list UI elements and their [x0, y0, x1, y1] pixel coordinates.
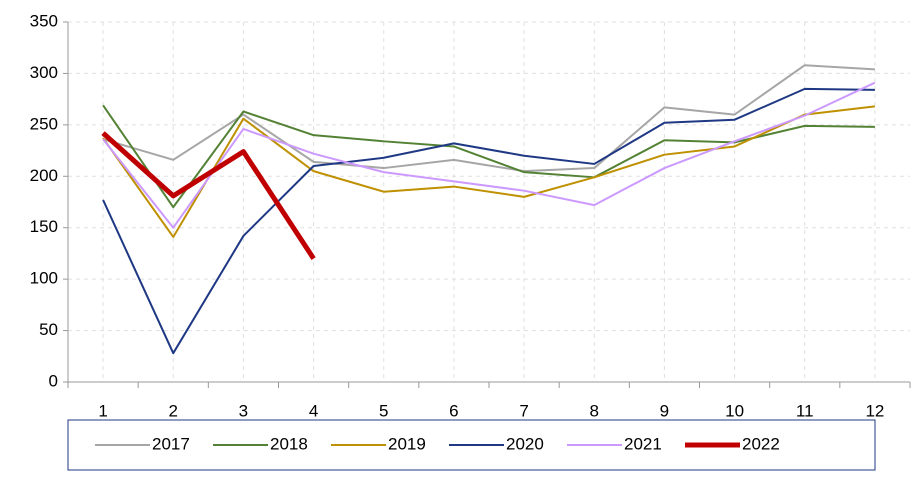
- x-tick-label: 9: [660, 401, 669, 420]
- y-tick-label: 150: [30, 217, 58, 236]
- x-tick-label: 2: [169, 401, 178, 420]
- legend-label: 2019: [388, 434, 426, 453]
- line-series: [102, 64, 875, 173]
- line-series: [102, 87, 875, 355]
- line-series: [101, 131, 316, 260]
- legend-label: 2022: [742, 434, 780, 453]
- y-tick-label: 100: [30, 269, 58, 288]
- y-tick-label: 200: [30, 166, 58, 185]
- x-tick-label: 5: [379, 401, 388, 420]
- line-series: [102, 104, 875, 209]
- y-tick-label: 350: [30, 11, 58, 30]
- line-series: [102, 105, 876, 238]
- legend-label: 2020: [506, 434, 544, 453]
- x-tick-label: 11: [796, 401, 814, 420]
- x-tick-label: 4: [309, 401, 318, 420]
- x-tick-label: 10: [725, 401, 744, 420]
- y-tick-label: 250: [30, 114, 58, 133]
- x-tick-label: 12: [865, 401, 884, 420]
- y-tick-label: 0: [49, 371, 58, 390]
- x-tick-label: 8: [590, 401, 599, 420]
- legend-label: 2017: [152, 434, 190, 453]
- x-tick-label: 3: [239, 401, 248, 420]
- y-tick-label: 300: [30, 63, 58, 82]
- x-tick-label: 7: [519, 401, 528, 420]
- x-tick-label: 1: [98, 401, 107, 420]
- legend-label: 2018: [270, 434, 308, 453]
- legend-label: 2021: [624, 434, 662, 453]
- x-tick-label: 6: [449, 401, 458, 420]
- line-series: [102, 81, 876, 229]
- y-tick-label: 50: [39, 320, 58, 339]
